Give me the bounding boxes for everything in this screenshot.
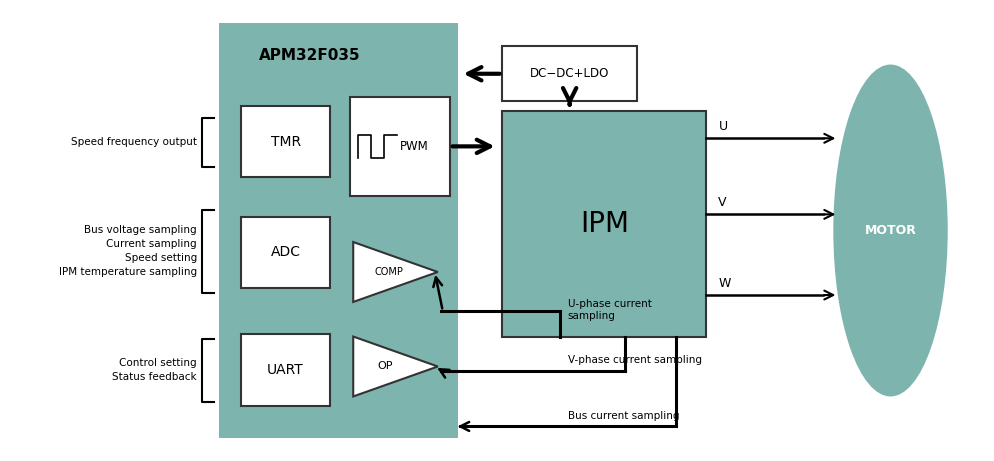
Bar [241, 217, 330, 288]
Text: W: W [718, 277, 730, 290]
Text: U: U [718, 120, 727, 133]
Text: Bus current sampling: Bus current sampling [567, 411, 678, 421]
Text: TMR: TMR [270, 135, 300, 149]
Polygon shape [353, 242, 437, 302]
Text: MOTOR: MOTOR [864, 224, 915, 237]
Bar [350, 97, 449, 196]
Bar [502, 111, 706, 337]
Text: Control setting
Status feedback: Control setting Status feedback [112, 358, 197, 383]
Text: COMP: COMP [374, 267, 403, 277]
Text: PWM: PWM [400, 140, 428, 153]
Text: V-phase current sampling: V-phase current sampling [567, 355, 701, 365]
Text: ADC: ADC [270, 245, 300, 260]
Text: V: V [718, 196, 727, 209]
Text: Speed frequency output: Speed frequency output [71, 137, 197, 147]
Text: IPM: IPM [580, 210, 628, 237]
Bar [502, 46, 636, 101]
Ellipse shape [833, 65, 946, 396]
Text: Bus voltage sampling
Current sampling
Speed setting
IPM temperature sampling: Bus voltage sampling Current sampling Sp… [59, 225, 197, 277]
Bar [219, 23, 457, 438]
Polygon shape [353, 337, 437, 396]
Bar [241, 106, 330, 177]
Text: U-phase current
sampling: U-phase current sampling [567, 299, 651, 321]
Text: OP: OP [378, 361, 393, 372]
Text: DC−DC+LDO: DC−DC+LDO [530, 67, 608, 80]
Text: APM32F035: APM32F035 [258, 48, 360, 64]
Bar [241, 334, 330, 406]
Text: UART: UART [267, 363, 303, 377]
